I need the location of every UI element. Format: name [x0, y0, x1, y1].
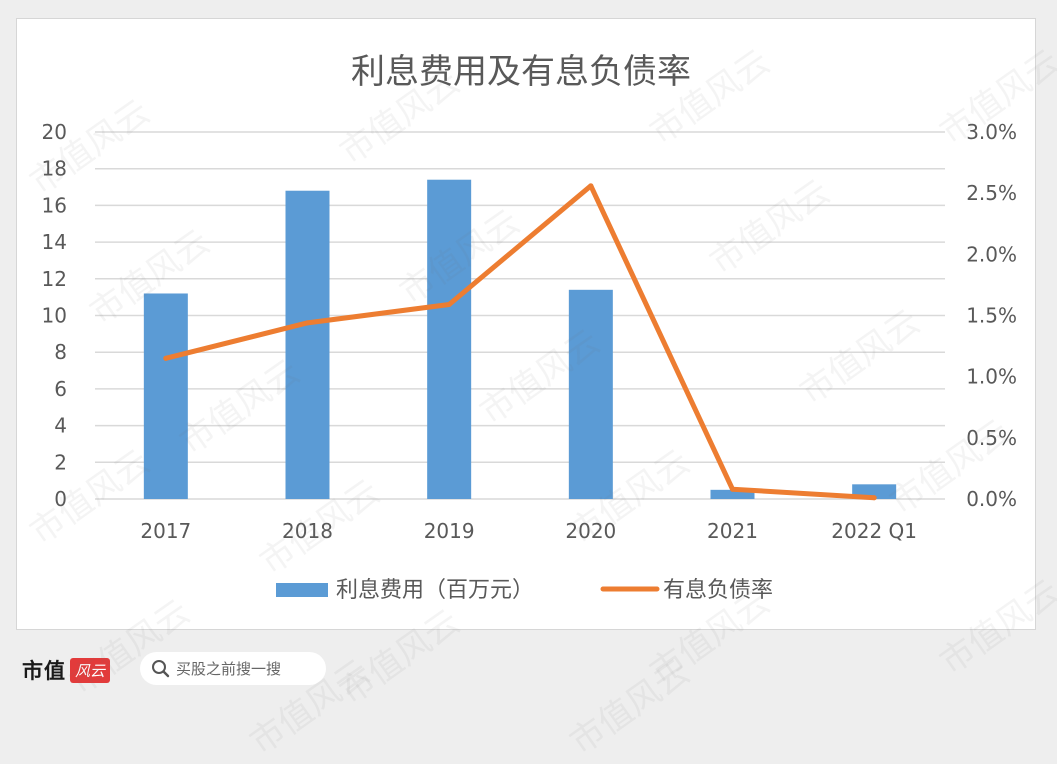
- line-point: [305, 320, 310, 326]
- x-tick-label: 2017: [140, 519, 191, 543]
- line-point: [163, 355, 169, 361]
- bar: [427, 179, 472, 499]
- series-line: [163, 183, 877, 501]
- left-tick-label: 18: [42, 157, 67, 181]
- x-tick-label: 2018: [282, 519, 333, 543]
- right-tick-label: 0.0%: [966, 487, 1017, 511]
- brand-name: 市值: [22, 658, 66, 683]
- x-tick-label: 2020: [565, 519, 616, 543]
- left-tick-label: 10: [42, 304, 67, 328]
- left-tick-label: 4: [54, 414, 67, 438]
- right-tick-label: 1.0%: [966, 365, 1017, 389]
- line-point: [871, 495, 877, 501]
- chart-card: 0 2 4 6 8 10 12 14 16 18 20 0.0% 0.5% 1.0% 1.5% 2.0% 2.…: [16, 18, 1036, 630]
- legend-bar-swatch: [276, 583, 328, 597]
- bar: [568, 289, 613, 499]
- x-tick-label: 2022 Q1: [831, 519, 917, 543]
- x-axis-ticks: 2017 2018 2019 2020 2021 2022 Q1: [140, 519, 917, 543]
- left-tick-label: 20: [42, 120, 67, 144]
- left-tick-label: 0: [54, 487, 67, 511]
- legend-line-label: 有息负债率: [663, 578, 773, 603]
- x-tick-label: 2021: [707, 519, 758, 543]
- combo-chart: 0 2 4 6 8 10 12 14 16 18 20 0.0% 0.5% 1.0% 1.5% 2.0% 2.…: [42, 52, 1017, 603]
- right-tick-label: 2.0%: [966, 242, 1017, 266]
- left-axis-ticks: 0 2 4 6 8 10 12 14 16 18 20: [42, 120, 67, 511]
- line-point: [588, 183, 594, 189]
- left-tick-label: 2: [54, 450, 67, 474]
- x-tick-label: 2019: [424, 519, 475, 543]
- legend-bar-label: 利息费用（百万元）: [336, 578, 534, 603]
- footer-bar: 市值 风云 买股之前搜一搜: [0, 640, 1057, 703]
- bar: [143, 293, 188, 499]
- right-axis-ticks: 0.0% 0.5% 1.0% 1.5% 2.0% 2.5% 3.0%: [966, 120, 1017, 511]
- bar: [710, 489, 755, 499]
- brand-logo[interactable]: 市值 风云: [22, 655, 111, 685]
- bar: [285, 190, 330, 499]
- left-tick-label: 16: [42, 193, 67, 217]
- chart-title: 利息费用及有息负债率: [351, 52, 691, 92]
- right-tick-label: 2.5%: [966, 181, 1017, 205]
- search-placeholder: 买股之前搜一搜: [176, 660, 282, 678]
- left-tick-label: 14: [42, 230, 67, 254]
- legend: 利息费用（百万元） 有息负债率: [276, 578, 773, 603]
- line-point: [730, 486, 735, 492]
- left-tick-label: 8: [54, 340, 67, 364]
- search-icon: [152, 659, 170, 677]
- right-tick-label: 1.5%: [966, 304, 1017, 328]
- line-point: [446, 301, 452, 307]
- brand-tag: 风云: [70, 657, 111, 683]
- search-box[interactable]: 买股之前搜一搜: [140, 652, 326, 685]
- line-series: [163, 183, 877, 501]
- bar-series: [143, 179, 897, 499]
- right-tick-label: 0.5%: [966, 426, 1017, 450]
- right-tick-label: 3.0%: [966, 120, 1017, 144]
- left-tick-label: 12: [42, 267, 67, 291]
- left-tick-label: 6: [54, 377, 67, 401]
- gridlines: [95, 131, 945, 500]
